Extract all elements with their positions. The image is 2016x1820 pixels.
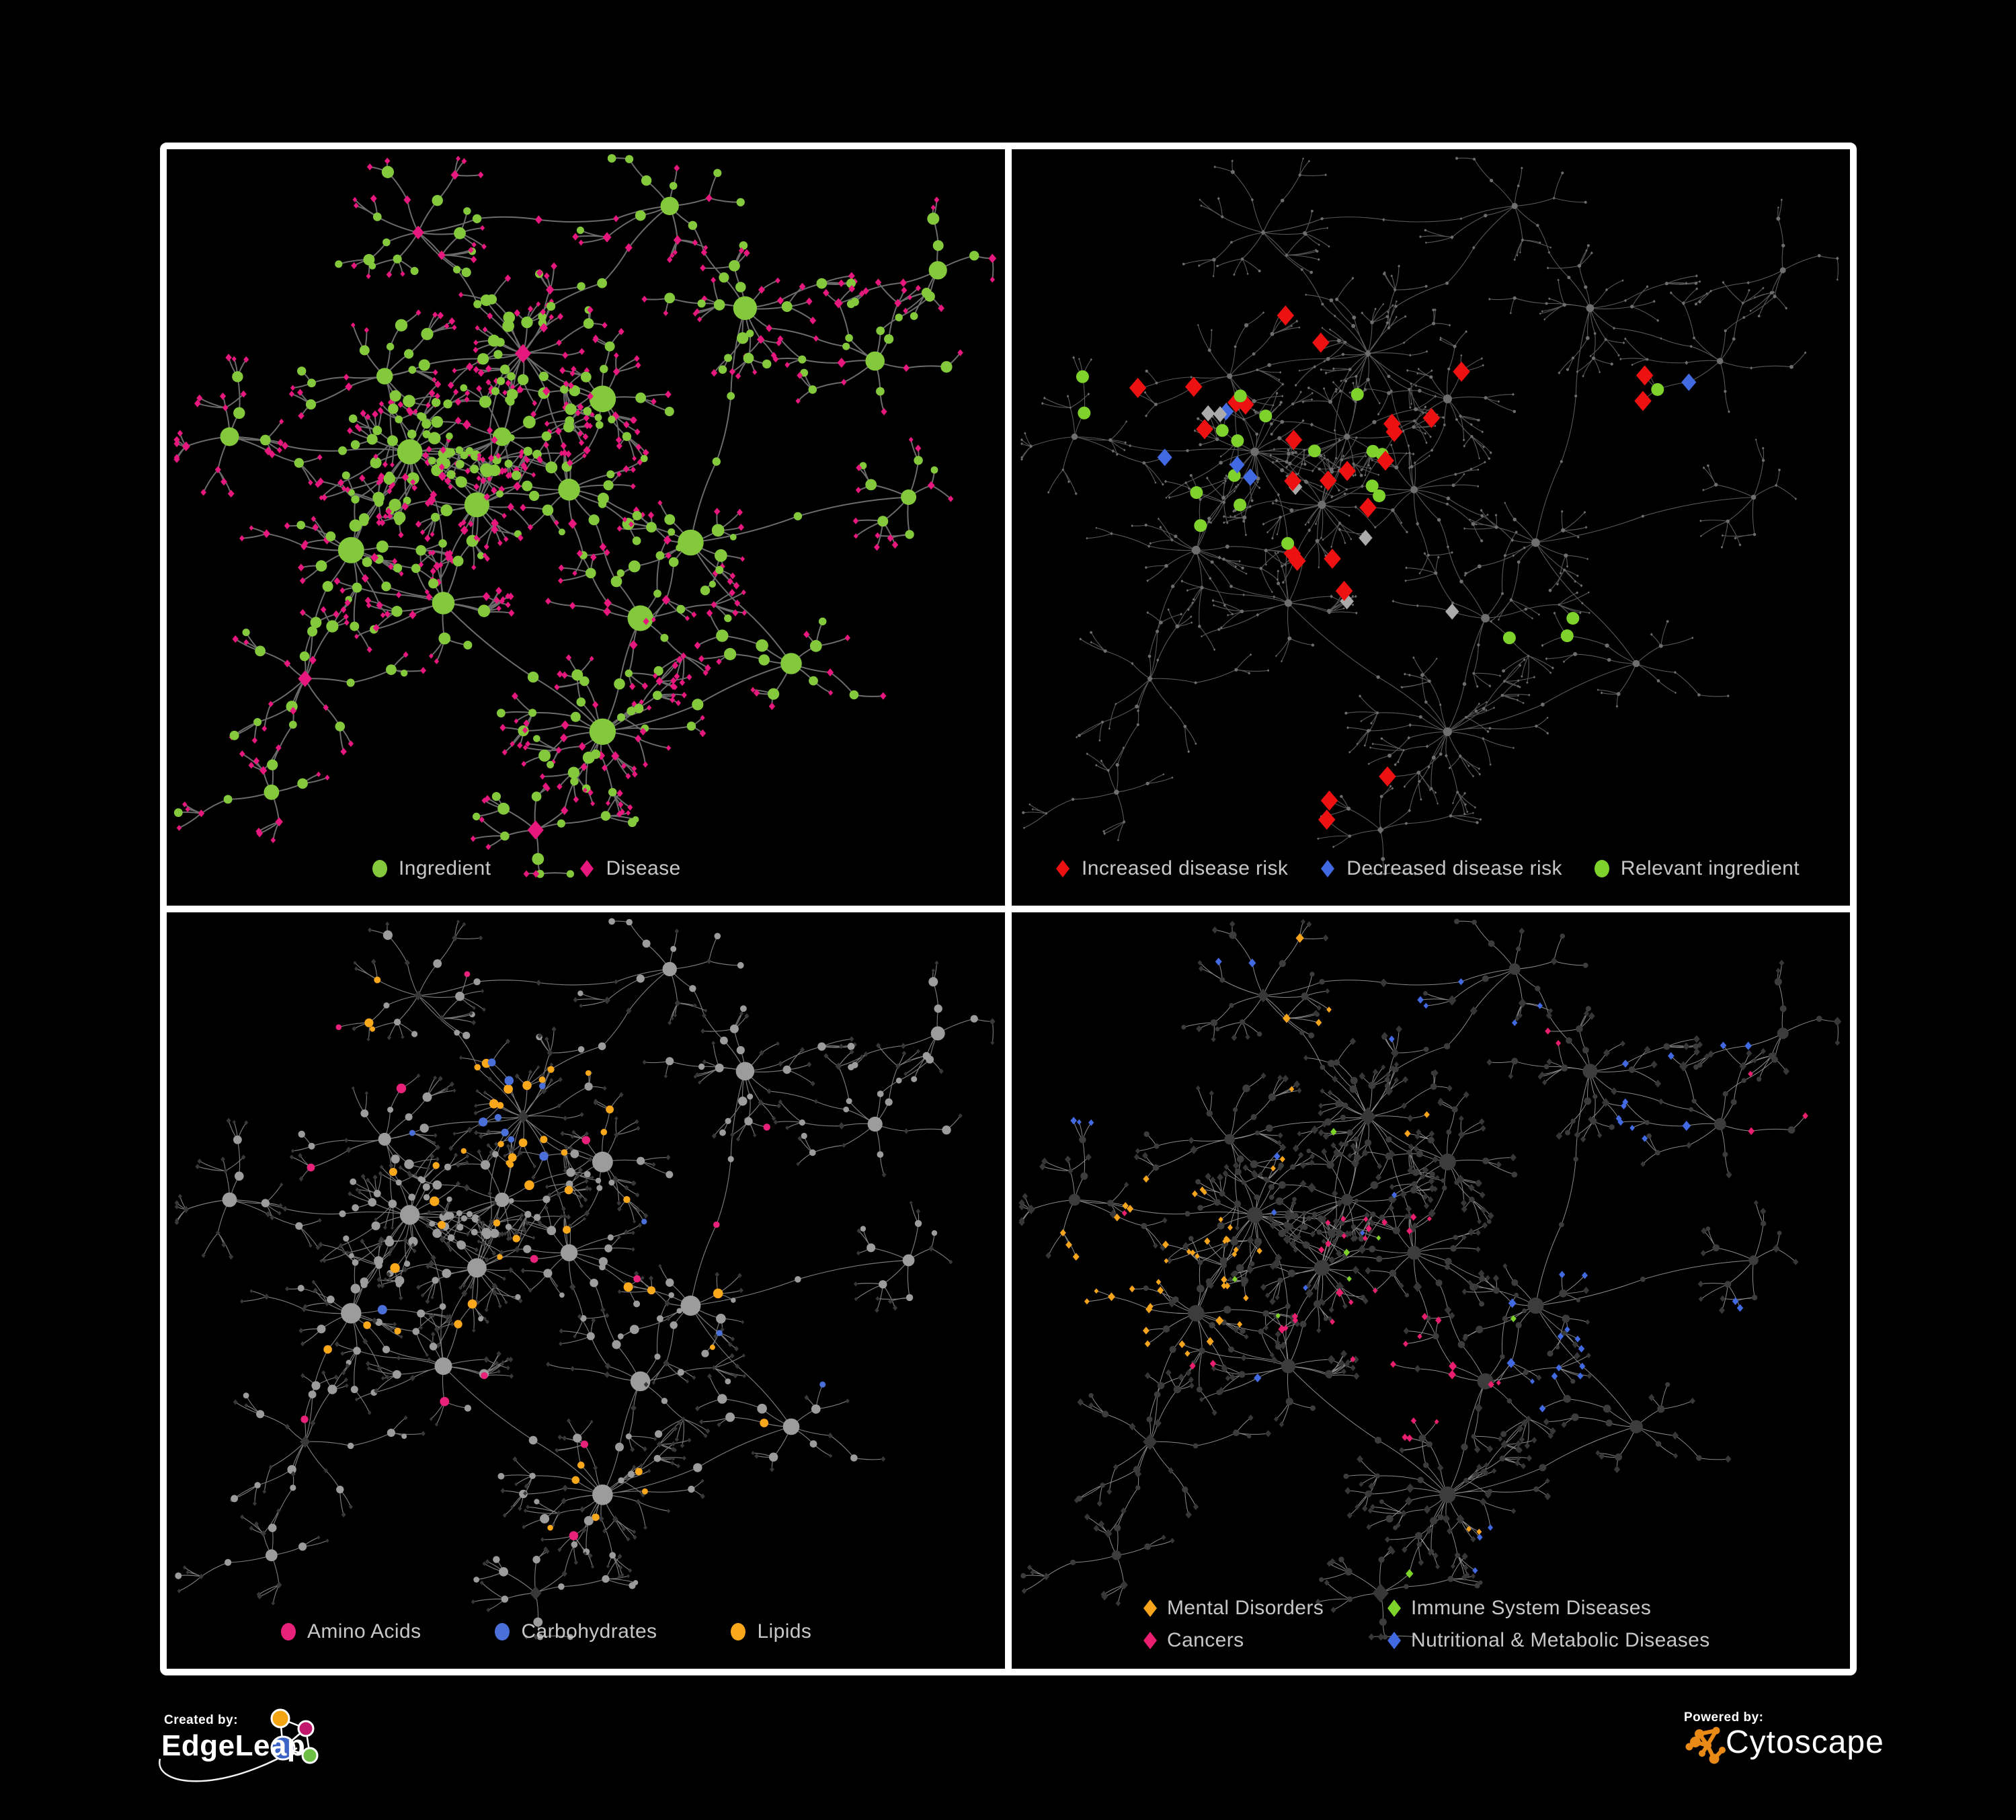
legend-label: Relevant ingredient [1620,857,1800,879]
cytoscape-logo: Powered by: Cytoscape [1677,1706,1884,1794]
disease-diamond-icon [580,860,594,877]
legend-label: Lipids [757,1620,812,1643]
legend-label: Increased disease risk [1082,857,1289,879]
legend-disease-categories: Mental Disorders Immune System Diseases … [1141,1597,1710,1652]
legend-label: Amino Acids [307,1620,421,1643]
network-canvas-ingredient-disease [173,154,997,878]
panel-disease-risk: Increased disease risk Decreased disease… [1012,149,1850,906]
legend-label: Cancers [1167,1629,1244,1651]
legend-ingredient-disease: Ingredient Disease [371,857,681,880]
panel-ingredient-classes: Amino Acids Carbohydrates Lipids [167,912,1005,1669]
legend-item: Disease [578,857,680,880]
legend-label: Carbohydrates [521,1620,657,1643]
legend-item: Nutritional & Metabolic Diseases [1385,1629,1710,1652]
legend-label: Decreased disease risk [1346,857,1562,879]
legend-item: Mental Disorders [1141,1597,1385,1620]
lipids-circle-icon [731,1623,746,1640]
legend-label: Mental Disorders [1167,1597,1324,1619]
legend-item: Amino Acids [280,1620,421,1643]
legend-item: Relevant ingredient [1593,857,1800,880]
powered-by-label: Powered by: [1684,1710,1764,1725]
nutritional-metabolic-diseases-diamond-icon [1387,1632,1401,1649]
cytoscape-wordmark: Cytoscape [1726,1725,1884,1760]
edgeleap-network-icon [159,1708,319,1782]
edgeleap-wordmark: EdgeLeap [161,1729,306,1762]
created-by-label: Created by: [164,1713,239,1727]
legend-item: Increased disease risk [1054,857,1288,880]
immune-system-diseases-diamond-icon [1387,1599,1401,1617]
cancers-diamond-icon [1143,1632,1157,1649]
mental-disorders-diamond-icon [1143,1599,1157,1617]
four-panel-network-figure: Ingredient Disease Increased disease ris… [160,143,1857,1675]
network-canvas-ingredient-classes [174,918,996,1640]
legend-item: Lipids [729,1620,811,1643]
carbohydrates-circle-icon [495,1623,510,1640]
legend-item: Immune System Diseases [1385,1597,1710,1620]
network-canvas-disease-risk [1020,157,1839,876]
network-canvas-disease-categories [1018,918,1842,1641]
relevant-ingredient-circle-icon [1594,860,1609,877]
ingredient-circle-icon [372,860,387,877]
legend-label: Ingredient [399,857,491,879]
legend-item: Ingredient [371,857,491,880]
legend-label: Nutritional & Metabolic Diseases [1411,1629,1710,1651]
decreased-risk-diamond-icon [1321,860,1335,877]
legend-label: Disease [606,857,681,879]
amino-acids-circle-icon [281,1623,296,1640]
legend-disease-risk: Increased disease risk Decreased disease… [1054,857,1800,880]
legend-item: Decreased disease risk [1319,857,1562,880]
legend-item: Cancers [1141,1629,1385,1652]
panel-divider-horizontal [167,906,1850,912]
increased-risk-diamond-icon [1056,860,1070,877]
panel-disease-categories: Mental Disorders Immune System Diseases … [1012,912,1850,1669]
legend-label: Immune System Diseases [1411,1597,1652,1619]
legend-ingredient-classes: Amino Acids Carbohydrates Lipids [280,1620,811,1643]
cytoscape-network-icon [1685,1727,1726,1764]
panel-ingredient-disease: Ingredient Disease [167,149,1005,906]
legend-item: Carbohydrates [493,1620,657,1643]
edgeleap-logo: Created by: EdgeLeap [155,1706,356,1807]
